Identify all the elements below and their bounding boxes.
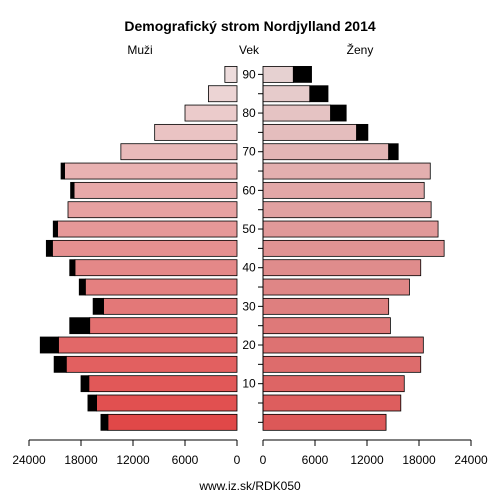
men-bar-10-14 (88, 375, 238, 393)
men-bar-65-69 (64, 162, 238, 180)
women-bar-45-49 (262, 239, 445, 257)
women-excess-75-79 (356, 123, 369, 141)
men-bar-40-44 (74, 259, 238, 277)
women-excess-85-89 (309, 85, 329, 103)
women-bar-85-89 (262, 85, 311, 103)
men-bar-50-54 (57, 220, 238, 238)
men-excess-25-29 (69, 317, 91, 335)
age-tick-label: 50 (242, 222, 256, 236)
age-tick-label: 40 (242, 261, 256, 275)
men-bar-15-19 (65, 355, 238, 373)
men-excess-60-64 (70, 181, 75, 199)
women-bar-65-69 (262, 162, 431, 180)
women-bar-10-14 (262, 375, 405, 393)
women-bar-75-79 (262, 123, 357, 141)
men-label: Muži (127, 43, 152, 57)
men-bar-30-34 (103, 297, 238, 315)
women-bar-90+ (262, 65, 294, 83)
men-x-tick-label: 24000 (12, 453, 46, 467)
men-bar-85-89 (207, 85, 238, 103)
women-bar-80-84 (262, 104, 331, 122)
women-x-tick-label: 0 (260, 453, 267, 467)
women-excess-80-84 (330, 104, 347, 122)
women-bar-30-34 (262, 297, 390, 315)
chart-title: Demografický strom Nordjylland 2014 (124, 18, 376, 34)
women-bar-15-19 (262, 355, 422, 373)
men-excess-40-44 (69, 259, 76, 277)
men-bar-5-9 (96, 394, 238, 412)
women-bar-55-59 (262, 201, 432, 219)
age-tick-label: 80 (242, 106, 256, 120)
men-bar-90+ (224, 65, 238, 83)
age-tick-label: 30 (242, 299, 256, 313)
men-bar-25-29 (89, 317, 238, 335)
women-bar-50-54 (262, 220, 439, 238)
age-tick-label: 10 (242, 377, 256, 391)
source-label: www.iz.sk/RDK050 (198, 479, 301, 493)
women-bar-60-64 (262, 181, 425, 199)
men-bar-75-79 (154, 123, 238, 141)
men-bar-0-4 (107, 413, 238, 431)
men-excess-10-14 (80, 375, 90, 393)
women-bar-20-24 (262, 336, 424, 354)
women-bar-5-9 (262, 394, 402, 412)
men-x-tick-label: 18000 (64, 453, 98, 467)
women-excess-70-74 (388, 143, 399, 161)
men-excess-65-69 (60, 162, 65, 180)
age-tick-label: 20 (242, 338, 256, 352)
women-bar-25-29 (262, 317, 391, 335)
men-x-tick-label: 6000 (172, 453, 199, 467)
men-x-tick-label: 12000 (116, 453, 150, 467)
men-bar-45-49 (52, 239, 238, 257)
age-axis-label: Vek (239, 43, 260, 57)
women-x-tick-label: 6000 (302, 453, 329, 467)
women-x-tick-label: 12000 (350, 453, 384, 467)
men-excess-45-49 (45, 239, 53, 257)
women-label: Ženy (347, 42, 374, 57)
men-excess-15-19 (53, 355, 67, 373)
men-excess-5-9 (87, 394, 98, 412)
men-excess-30-34 (92, 297, 104, 315)
women-excess-90+ (292, 65, 312, 83)
men-bar-60-64 (73, 181, 238, 199)
women-bar-35-39 (262, 278, 410, 296)
men-bar-70-74 (120, 143, 238, 161)
women-bar-40-44 (262, 259, 422, 277)
women-bar-70-74 (262, 143, 390, 161)
axes-group: 10 20 30 40 50 60 70 80 90 24000 18000 12000 6000 0 0 6… (12, 67, 488, 467)
women-x-tick-label: 24000 (454, 453, 488, 467)
men-excess-0-4 (100, 413, 109, 431)
age-tick-label: 90 (242, 67, 256, 81)
bars-group (39, 65, 445, 431)
men-bar-80-84 (184, 104, 238, 122)
men-excess-50-54 (52, 220, 58, 238)
men-bar-20-24 (58, 336, 238, 354)
men-excess-35-39 (78, 278, 86, 296)
age-tick-label: 70 (242, 145, 256, 159)
women-x-tick-label: 18000 (402, 453, 436, 467)
age-tick-label: 60 (242, 183, 256, 197)
men-excess-20-24 (39, 336, 59, 354)
men-bar-55-59 (67, 201, 238, 219)
women-bar-0-4 (262, 413, 387, 431)
men-bar-35-39 (84, 278, 238, 296)
men-x-tick-label: 0 (234, 453, 241, 467)
